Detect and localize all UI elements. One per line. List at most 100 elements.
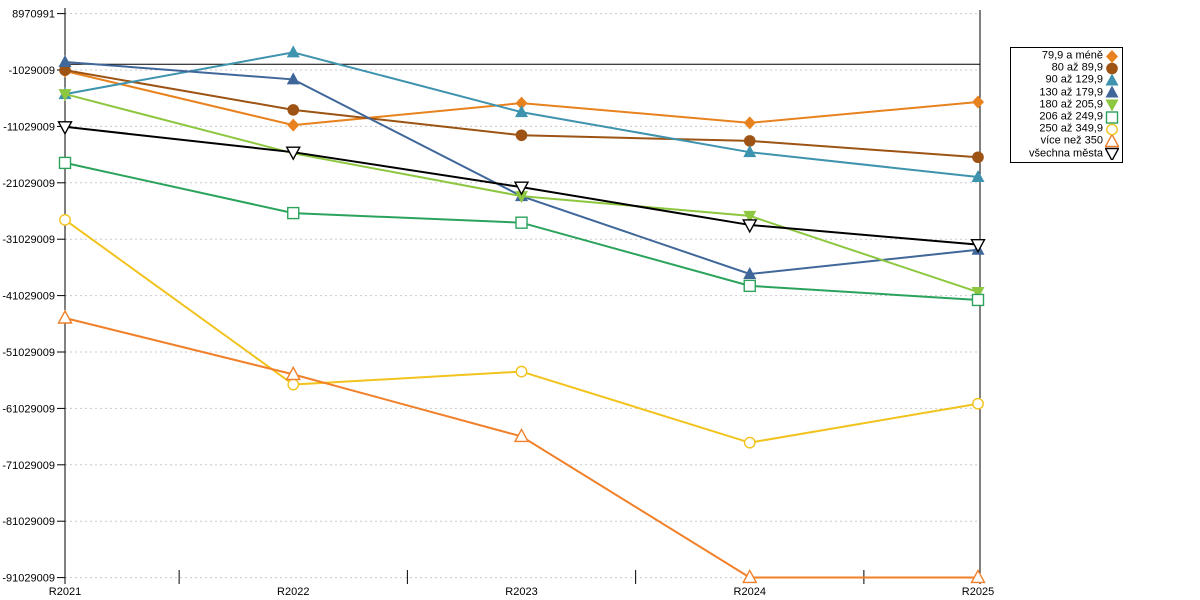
data-point-marker (1105, 134, 1119, 148)
data-point-marker (287, 118, 300, 132)
data-point-marker (285, 146, 301, 161)
data-point-marker (743, 279, 756, 293)
y-axis-tick-label: -61029009 (2, 403, 55, 415)
legend-label: více než 350 (1040, 134, 1103, 147)
data-point-marker (972, 151, 984, 164)
data-point-marker (972, 95, 984, 109)
data-point-marker (743, 210, 757, 223)
data-point-marker (515, 96, 528, 110)
data-point-marker (743, 135, 756, 147)
data-point-marker (1105, 99, 1119, 112)
legend-item: více než 350 (1013, 134, 1119, 148)
legend-marker-icon (1105, 86, 1119, 98)
y-axis-tick-label: -71029009 (2, 460, 55, 472)
chart-series (57, 121, 986, 254)
chart-series (58, 45, 985, 182)
data-point-marker (515, 105, 528, 118)
x-axis-tick-label: R2022 (277, 586, 309, 598)
data-point-marker (743, 436, 756, 449)
chart-series (59, 64, 984, 164)
data-point-marker (970, 568, 986, 584)
data-point-marker (515, 191, 528, 204)
x-axis-tick-label: R2021 (49, 586, 81, 598)
legend-item: 180 až 205,9 (1013, 98, 1119, 112)
y-axis-tick-label: -81029009 (2, 516, 55, 528)
data-point-marker (1106, 62, 1118, 75)
legend-marker-icon (1106, 49, 1118, 63)
data-point-marker (59, 213, 71, 226)
data-point-marker (742, 568, 758, 584)
y-axis-tick-label: -41029009 (2, 291, 55, 303)
chart-series (58, 54, 985, 280)
data-point-marker (287, 104, 300, 116)
legend-item: 79,9 a méně (1013, 49, 1119, 63)
data-point-marker (971, 293, 985, 307)
y-axis-tick-label: -31029009 (2, 234, 55, 246)
data-point-marker (1105, 147, 1119, 161)
data-point-marker (1106, 123, 1118, 136)
data-point-marker (1105, 73, 1119, 86)
legend-item: 80 až 89,9 (1013, 61, 1119, 75)
series-line (64, 317, 978, 579)
legend-marker-icon (1105, 99, 1119, 112)
legend-marker-icon (1105, 73, 1119, 86)
legend-marker-icon (1106, 123, 1118, 136)
data-point-marker (1105, 86, 1119, 98)
legend-item: 206 až 249,9 (1013, 110, 1119, 124)
data-point-marker (743, 145, 757, 158)
data-point-marker (971, 170, 985, 182)
data-point-marker (743, 116, 756, 130)
legend-marker-icon (1105, 110, 1119, 124)
data-point-marker (743, 267, 757, 280)
chart-series (59, 64, 984, 132)
legend-marker-icon (1106, 62, 1118, 75)
legend-label: všechna města (1029, 147, 1103, 160)
legend-label: 79,9 a méně (1041, 49, 1103, 62)
legend-marker-icon (1105, 134, 1119, 148)
x-axis-tick-label: R2025 (962, 586, 994, 598)
data-point-marker (286, 72, 300, 85)
data-point-marker (971, 287, 985, 300)
data-point-marker (513, 181, 530, 196)
data-point-marker (285, 365, 301, 381)
y-axis-tick-label: -1029009 (9, 65, 56, 77)
legend-item: 130 až 179,9 (1013, 86, 1119, 99)
legend-label: 130 až 179,9 (1039, 86, 1103, 99)
legend-marker-icon (1105, 147, 1119, 161)
data-point-marker (1105, 110, 1119, 124)
data-point-marker (59, 64, 71, 76)
legend-label: 250 až 349,9 (1039, 122, 1103, 135)
y-axis-tick-label: -51029009 (2, 347, 55, 359)
data-point-marker (972, 397, 984, 410)
data-point-marker (515, 129, 528, 142)
legend-label: 180 až 205,9 (1039, 98, 1103, 111)
data-point-marker (287, 206, 300, 220)
series-line (64, 219, 979, 444)
chart-series (58, 156, 985, 307)
legend-item: všechna města (1013, 147, 1119, 161)
x-axis-tick-label: R2023 (505, 586, 537, 598)
data-point-marker (515, 216, 528, 229)
data-point-marker (58, 89, 72, 102)
data-point-marker (1106, 49, 1118, 63)
legend-item: 250 až 349,9 (1013, 122, 1119, 136)
y-axis-tick-label: -11029009 (3, 121, 55, 133)
data-point-marker (742, 219, 758, 234)
data-point-marker (58, 54, 72, 67)
data-point-marker (970, 238, 986, 254)
data-point-marker (287, 378, 300, 391)
chart-series (59, 213, 984, 449)
y-axis-tick-label: -21029009 (2, 178, 55, 190)
legend-label: 80 až 89,9 (1051, 61, 1103, 74)
data-point-marker (58, 156, 72, 170)
data-point-marker (286, 45, 300, 58)
legend-item: 90 až 129,9 (1013, 73, 1119, 86)
legend-label: 90 až 129,9 (1045, 73, 1104, 86)
data-point-marker (513, 427, 530, 443)
chart-legend: 79,9 a méně 80 až 89,9 90 až 129,9 130 až 1… (1010, 47, 1123, 163)
data-point-marker (57, 309, 73, 324)
data-point-marker (515, 365, 528, 378)
